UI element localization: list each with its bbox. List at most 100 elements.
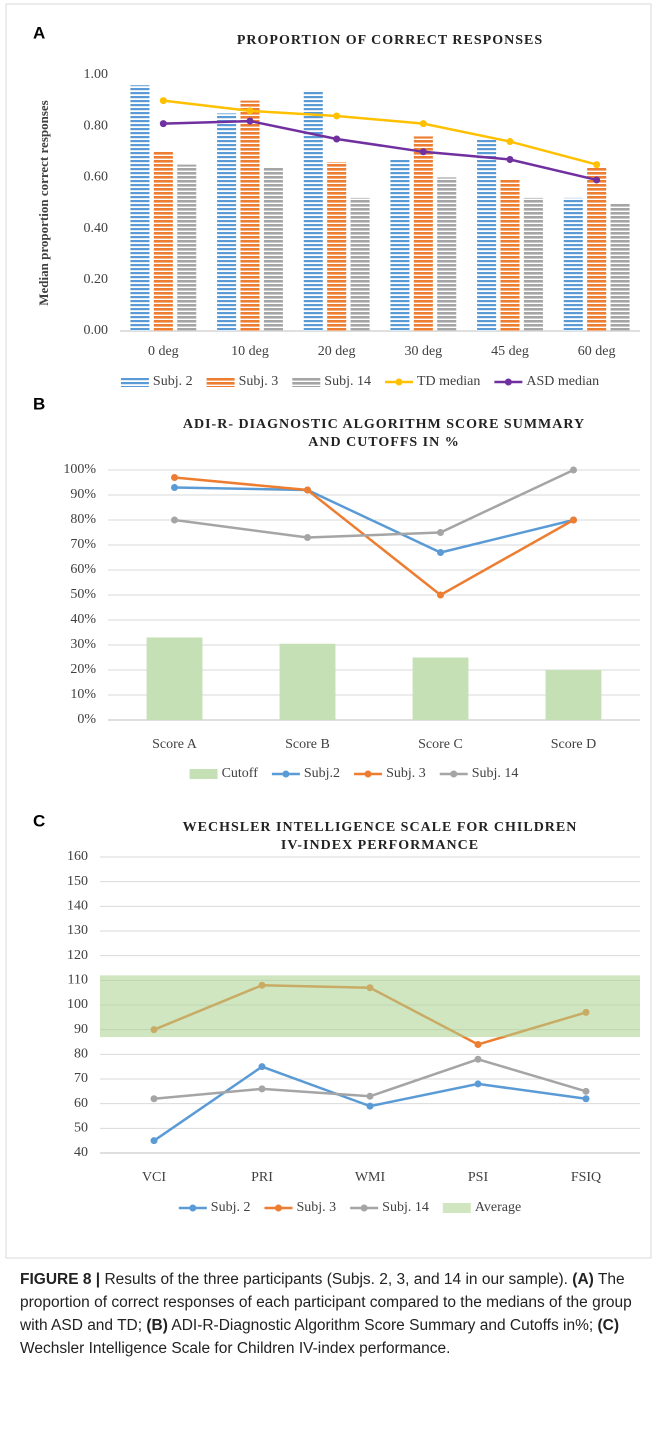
y-tick-label: 50	[74, 1121, 88, 1136]
line	[163, 99, 597, 166]
line-marker	[246, 107, 254, 115]
line	[174, 476, 575, 597]
chart-title: AND CUTOFFS IN %	[308, 435, 459, 450]
line-marker	[419, 120, 427, 128]
legend-item: TD median	[384, 374, 480, 389]
x-tick-label: 10 deg	[231, 344, 269, 359]
x-tick-label: VCI	[142, 1170, 166, 1185]
bar	[350, 197, 370, 331]
x-tick-label: PRI	[251, 1170, 273, 1185]
y-tick-label: 120	[67, 948, 88, 963]
legend-swatch	[292, 377, 321, 387]
x-tick-label: Score D	[551, 737, 597, 752]
legend-label: Average	[475, 1200, 521, 1215]
y-tick-label: 30%	[70, 637, 96, 652]
legend-swatch	[189, 1204, 197, 1212]
figure: A PROPORTION OF CORRECT RESPONSES Median p…	[5, 3, 652, 1259]
bar	[177, 164, 197, 331]
chart-title: PROPORTION OF CORRECT RESPONSES	[237, 33, 543, 48]
bar	[153, 151, 173, 331]
legend-item: Cutoff	[189, 766, 259, 781]
caption-panel-ref: (C)	[597, 1317, 620, 1334]
line-marker	[171, 474, 178, 481]
y-tick-label: 60	[74, 1096, 88, 1111]
y-tick-label: 0%	[77, 712, 96, 727]
line-marker	[437, 591, 444, 599]
y-tick-label: 0.80	[84, 118, 109, 133]
caption-text: Results of the three participants (Subjs…	[104, 1271, 568, 1288]
legend-swatch	[360, 1204, 368, 1212]
y-tick-label: 80	[74, 1047, 88, 1062]
legend-swatch	[450, 770, 458, 778]
line	[174, 468, 575, 539]
x-tick-label: WMI	[355, 1170, 386, 1185]
legend-swatch	[189, 769, 218, 779]
legend-item: Subj. 14	[350, 1200, 429, 1215]
bar	[523, 197, 543, 331]
line-marker	[333, 135, 341, 143]
x-tick-label: 30 deg	[404, 344, 442, 359]
caption-text: Wechsler Intelligence Scale for Children…	[20, 1340, 451, 1357]
legend-label: Subj. 2	[211, 1200, 251, 1215]
line-marker	[582, 1095, 590, 1103]
line-marker	[570, 466, 577, 474]
line-marker	[593, 176, 601, 184]
figure-label: FIGURE 8 |	[20, 1271, 101, 1288]
line-marker	[258, 1085, 266, 1093]
chart-title: IV-INDEX PERFORMANCE	[281, 838, 479, 853]
panel-label: A	[33, 23, 45, 42]
legend-item: Subj. 3	[354, 766, 426, 781]
line-marker	[474, 1055, 482, 1063]
legend-item: Subj. 14	[439, 766, 518, 781]
bar	[610, 203, 630, 331]
legend-label: ASD median	[526, 374, 599, 389]
bar	[437, 177, 457, 331]
line-marker	[304, 486, 311, 494]
legend: Subj. 2 Subj. 3 Subj. 14 Average	[178, 1200, 521, 1215]
bar	[130, 85, 150, 332]
legend-item: Subj.2	[271, 766, 340, 781]
bar	[390, 159, 410, 331]
bar	[477, 139, 497, 331]
figure-border	[5, 3, 652, 1259]
legend-item: Subj. 3	[206, 374, 279, 389]
y-tick-label: 70	[74, 1071, 88, 1086]
line-marker	[474, 1040, 482, 1048]
x-tick-label: 20 deg	[318, 344, 356, 359]
y-tick-label: 80%	[70, 512, 96, 527]
line-marker	[593, 161, 601, 169]
line-marker	[437, 549, 444, 556]
y-tick-label: 0.00	[84, 323, 109, 338]
y-tick-label: 140	[67, 899, 88, 914]
y-tick-label: 0.40	[84, 221, 109, 236]
x-tick-label: PSI	[468, 1170, 489, 1185]
legend-swatch	[274, 1204, 282, 1212]
legend-swatch	[395, 378, 403, 386]
caption-text: The proportion of correct responses of e…	[20, 1271, 632, 1334]
y-tick-label: 60%	[70, 562, 96, 577]
bar	[412, 657, 469, 720]
legend-item: Subj. 2	[120, 374, 193, 389]
legend-label: Subj. 3	[239, 374, 279, 389]
legend: Subj. 2 Subj. 3 Subj. 14 TD median ASD media…	[120, 374, 599, 389]
line-marker	[159, 120, 167, 128]
legend-swatch	[206, 377, 235, 387]
line-marker	[506, 138, 514, 146]
line-marker	[506, 155, 514, 163]
bar	[303, 90, 323, 331]
panel-label: C	[33, 811, 45, 830]
y-tick-label: 40	[74, 1145, 88, 1160]
line-marker	[171, 484, 178, 491]
legend-label: Cutoff	[222, 766, 259, 781]
x-tick-label: Score C	[418, 737, 463, 752]
legend-label: Subj.2	[304, 766, 340, 781]
line-marker	[419, 148, 427, 156]
y-tick-label: 150	[67, 874, 88, 889]
line-marker	[437, 529, 444, 536]
bar	[146, 637, 203, 720]
chart-title: WECHSLER INTELLIGENCE SCALE FOR CHILDREN	[183, 820, 578, 835]
caption-text: ADI-R-Diagnostic Algorithm Score Summary…	[171, 1317, 594, 1334]
line	[163, 119, 597, 182]
line	[174, 486, 574, 554]
bar	[500, 179, 520, 331]
